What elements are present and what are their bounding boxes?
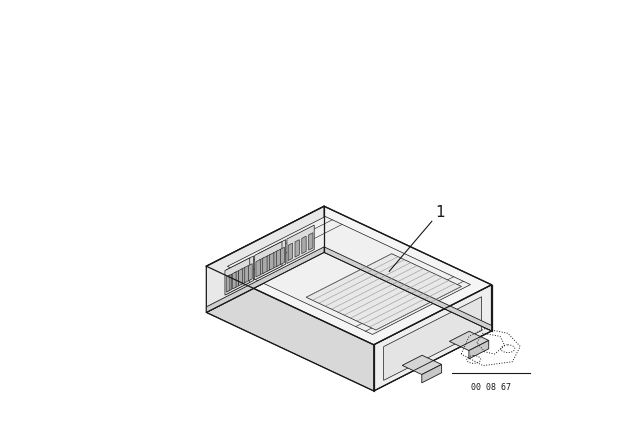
Polygon shape bbox=[226, 275, 230, 292]
Polygon shape bbox=[227, 274, 232, 292]
Polygon shape bbox=[306, 254, 461, 330]
Polygon shape bbox=[295, 240, 300, 257]
Polygon shape bbox=[239, 269, 243, 286]
Polygon shape bbox=[244, 266, 248, 283]
Polygon shape bbox=[206, 252, 492, 391]
Polygon shape bbox=[232, 272, 236, 289]
Polygon shape bbox=[273, 251, 278, 268]
Polygon shape bbox=[206, 247, 324, 312]
Text: 00 08 67: 00 08 67 bbox=[471, 383, 511, 392]
Polygon shape bbox=[248, 263, 252, 281]
Polygon shape bbox=[287, 225, 314, 263]
Polygon shape bbox=[227, 216, 470, 335]
Polygon shape bbox=[226, 256, 253, 294]
Polygon shape bbox=[302, 236, 306, 254]
Polygon shape bbox=[449, 331, 489, 350]
Polygon shape bbox=[255, 241, 282, 280]
Polygon shape bbox=[263, 256, 267, 274]
Polygon shape bbox=[469, 340, 489, 359]
Polygon shape bbox=[260, 258, 264, 275]
Polygon shape bbox=[374, 285, 492, 391]
Polygon shape bbox=[269, 253, 274, 270]
Polygon shape bbox=[280, 247, 284, 265]
Polygon shape bbox=[234, 271, 239, 288]
Polygon shape bbox=[225, 258, 250, 295]
Polygon shape bbox=[206, 206, 324, 312]
Polygon shape bbox=[308, 233, 313, 250]
Polygon shape bbox=[241, 267, 245, 284]
Polygon shape bbox=[276, 249, 281, 267]
Text: 1: 1 bbox=[435, 205, 445, 220]
Polygon shape bbox=[422, 364, 442, 383]
Polygon shape bbox=[256, 259, 260, 277]
Polygon shape bbox=[383, 297, 482, 380]
Polygon shape bbox=[324, 247, 492, 331]
Polygon shape bbox=[259, 240, 285, 278]
Polygon shape bbox=[206, 206, 492, 345]
Polygon shape bbox=[288, 243, 292, 261]
Polygon shape bbox=[403, 355, 442, 375]
Polygon shape bbox=[266, 254, 271, 271]
